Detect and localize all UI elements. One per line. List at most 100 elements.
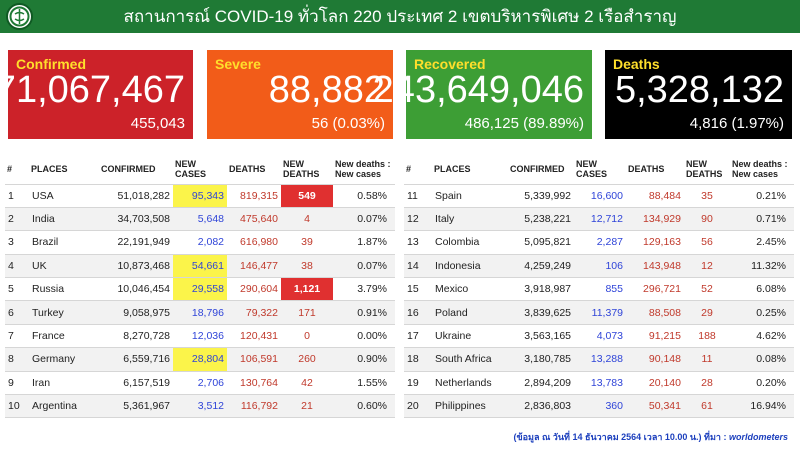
header-rank: # — [404, 154, 432, 185]
cell-confirmed: 5,095,821 — [508, 230, 574, 255]
cell-new-cases: 2,082 — [173, 230, 227, 255]
card-value: 271,067,467 — [0, 69, 185, 111]
cell-place: Germany — [29, 347, 99, 372]
cell-new-deaths: 21 — [281, 394, 333, 419]
cell-place: France — [29, 324, 99, 349]
cell-place: Poland — [432, 300, 508, 325]
cell-new-cases: 12,712 — [574, 207, 626, 232]
table-row: 14 Indonesia 4,259,249 106 143,948 12 11.32% — [404, 254, 794, 279]
cell-new-deaths: 61 — [684, 394, 730, 419]
cell-new-cases: 12,036 — [173, 324, 227, 349]
cell-deaths: 50,341 — [626, 394, 684, 419]
cell-place: Netherlands — [432, 371, 508, 396]
cell-deaths: 91,215 — [626, 324, 684, 349]
header-rank: # — [5, 154, 29, 185]
header-ratio: New deaths : New cases — [730, 154, 794, 185]
cell-place: Indonesia — [432, 254, 508, 279]
cell-confirmed: 3,918,987 — [508, 277, 574, 302]
cell-new-deaths: 0 — [281, 324, 333, 349]
cell-new-deaths: 171 — [281, 300, 333, 325]
header-new-deaths: NEW DEATHS — [281, 154, 333, 185]
cell-rank: 2 — [5, 207, 29, 232]
cell-confirmed: 5,339,992 — [508, 184, 574, 208]
cell-deaths: 88,508 — [626, 300, 684, 325]
cell-ratio: 1.87% — [333, 230, 395, 255]
cell-place: Spain — [432, 184, 508, 208]
header-new-cases: NEW CASES — [574, 154, 626, 185]
cell-new-deaths: 56 — [684, 230, 730, 255]
cell-place: USA — [29, 184, 99, 208]
cell-new-deaths: 1,121 — [281, 277, 333, 302]
cell-place: Turkey — [29, 300, 99, 325]
table-row: 11 Spain 5,339,992 16,600 88,484 35 0.21% — [404, 184, 794, 208]
source-footer: (ข้อมูล ณ วันที่ 14 ธันวาคม 2564 เวลา 10… — [513, 430, 788, 444]
cell-new-cases: 855 — [574, 277, 626, 302]
cell-ratio: 0.58% — [333, 184, 395, 208]
cell-confirmed: 4,259,249 — [508, 254, 574, 279]
cell-new-deaths: 11 — [684, 347, 730, 372]
table-row: 18 South Africa 3,180,785 13,288 90,148 11 0.0… — [404, 347, 794, 372]
cell-place: Russia — [29, 277, 99, 302]
table-row: 4 UK 10,873,468 54,661 146,477 38 0.07% — [5, 254, 395, 279]
cell-rank: 4 — [5, 254, 29, 279]
table-row: 6 Turkey 9,058,975 18,796 79,322 171 0.91% — [5, 300, 395, 325]
cell-confirmed: 3,180,785 — [508, 347, 574, 372]
cell-deaths: 819,315 — [227, 184, 281, 208]
cell-new-deaths: 12 — [684, 254, 730, 279]
table-row: 1 USA 51,018,282 95,343 819,315 549 0.58% — [5, 184, 395, 208]
card-value: 243,649,046 — [372, 69, 584, 111]
cell-rank: 12 — [404, 207, 432, 232]
cell-ratio: 0.25% — [730, 300, 794, 325]
cell-confirmed: 34,703,508 — [99, 207, 173, 232]
cell-new-cases: 18,796 — [173, 300, 227, 325]
cell-new-cases: 54,661 — [173, 254, 227, 279]
cell-ratio: 1.55% — [333, 371, 395, 396]
table-row: 7 France 8,270,728 12,036 120,431 0 0.00% — [5, 324, 395, 349]
table-row: 16 Poland 3,839,625 11,379 88,508 29 0.25% — [404, 300, 794, 325]
cell-rank: 6 — [5, 300, 29, 325]
cell-deaths: 88,484 — [626, 184, 684, 208]
cell-new-cases: 5,648 — [173, 207, 227, 232]
cell-new-deaths: 42 — [281, 371, 333, 396]
cell-new-cases: 13,783 — [574, 371, 626, 396]
header-confirmed: CONFIRMED — [508, 154, 574, 185]
cell-ratio: 0.07% — [333, 207, 395, 232]
source-name: worldometers — [728, 432, 788, 442]
ministry-logo-icon — [6, 3, 33, 30]
card-value: 88,882 — [268, 69, 385, 111]
cell-new-deaths: 188 — [684, 324, 730, 349]
cell-deaths: 475,640 — [227, 207, 281, 232]
cell-rank: 9 — [5, 371, 29, 396]
cell-ratio: 0.08% — [730, 347, 794, 372]
cell-new-deaths: 4 — [281, 207, 333, 232]
cell-new-cases: 2,287 — [574, 230, 626, 255]
cell-deaths: 20,140 — [626, 371, 684, 396]
cell-rank: 16 — [404, 300, 432, 325]
header-deaths: DEATHS — [626, 154, 684, 185]
cell-new-deaths: 29 — [684, 300, 730, 325]
cell-new-cases: 13,288 — [574, 347, 626, 372]
cell-deaths: 616,980 — [227, 230, 281, 255]
cell-ratio: 16.94% — [730, 394, 794, 419]
table-row: 8 Germany 6,559,716 28,804 106,591 260 0.90% — [5, 347, 395, 372]
cell-rank: 19 — [404, 371, 432, 396]
table-row: 13 Colombia 5,095,821 2,287 129,163 56 2.45% — [404, 230, 794, 255]
cell-new-cases: 95,343 — [173, 184, 227, 208]
table-row: 12 Italy 5,238,221 12,712 134,929 90 0.71% — [404, 207, 794, 232]
card-sub: 486,125 (89.89%) — [464, 115, 584, 132]
cell-rank: 10 — [5, 394, 29, 419]
cell-place: Mexico — [432, 277, 508, 302]
card-sub: 56 (0.03%) — [311, 115, 385, 132]
cell-rank: 13 — [404, 230, 432, 255]
cell-new-deaths: 90 — [684, 207, 730, 232]
page-title: สถานการณ์ COVID-19 ทั่วโลก 220 ประเทศ 2 … — [123, 7, 677, 26]
cell-ratio: 0.00% — [333, 324, 395, 349]
severe-card: Severe 88,882 56 (0.03%) — [207, 50, 393, 139]
cell-rank: 11 — [404, 184, 432, 208]
cell-confirmed: 8,270,728 — [99, 324, 173, 349]
header-new-deaths: NEW DEATHS — [684, 154, 730, 185]
card-label: Recovered — [414, 56, 486, 72]
card-label: Severe — [215, 56, 261, 72]
cell-place: India — [29, 207, 99, 232]
table-row: 20 Philippines 2,836,803 360 50,341 61 16.94% — [404, 394, 794, 419]
